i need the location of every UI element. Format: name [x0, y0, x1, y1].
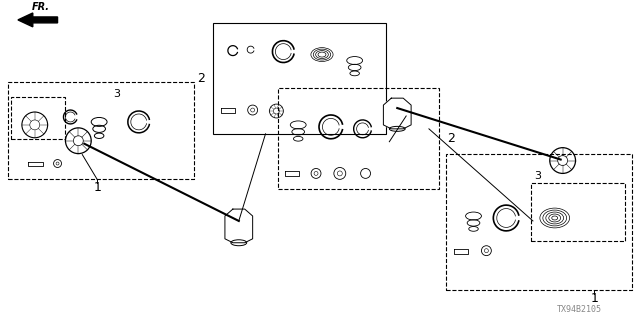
- Bar: [8, 82, 194, 180]
- Bar: [446, 154, 632, 290]
- Text: FR.: FR.: [32, 2, 50, 12]
- Polygon shape: [18, 13, 58, 27]
- Polygon shape: [221, 108, 235, 113]
- Polygon shape: [454, 249, 468, 254]
- Text: 2: 2: [197, 72, 205, 85]
- Text: 3: 3: [534, 172, 541, 181]
- Text: 2: 2: [447, 132, 454, 145]
- Bar: [213, 23, 387, 134]
- Text: TX94B2105: TX94B2105: [557, 305, 602, 314]
- Bar: [11, 97, 65, 139]
- Text: 3: 3: [113, 89, 120, 99]
- Polygon shape: [28, 162, 43, 166]
- Polygon shape: [383, 98, 411, 129]
- Polygon shape: [225, 209, 253, 243]
- Bar: [531, 183, 625, 241]
- Text: 1: 1: [93, 181, 101, 194]
- Polygon shape: [285, 172, 300, 176]
- Bar: [278, 88, 439, 189]
- Text: 1: 1: [591, 292, 598, 305]
